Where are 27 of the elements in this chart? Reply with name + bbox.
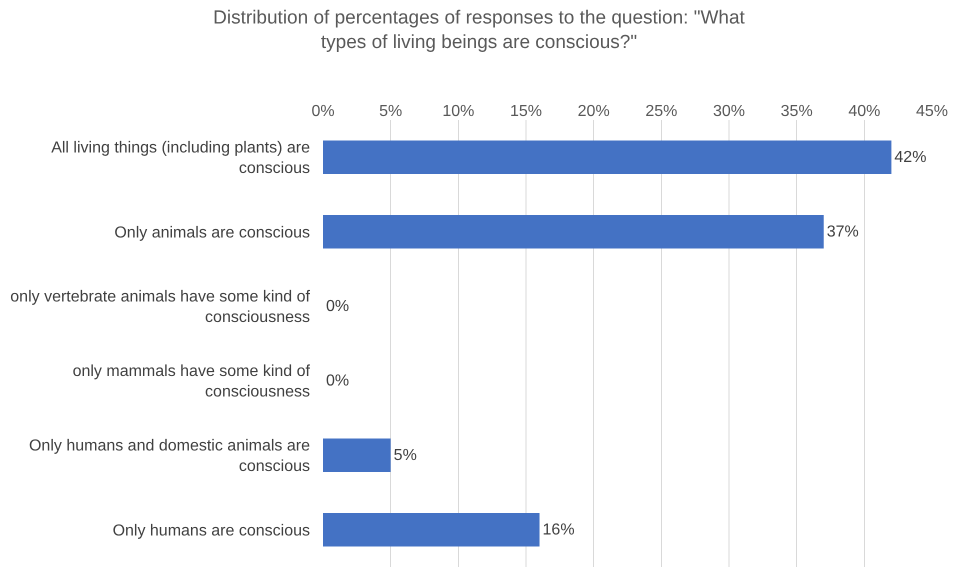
bar [323, 214, 824, 249]
bar [323, 140, 892, 174]
y-tick-label: Only animals are conscious [114, 224, 310, 242]
data-label: 0% [326, 298, 350, 315]
bar [323, 438, 391, 472]
y-tick-label: All living things (including plants) are conscious [51, 139, 310, 178]
data-label: 16% [542, 521, 575, 538]
x-tick-label: 20% [578, 102, 610, 120]
x-tick-label: 15% [510, 102, 542, 120]
x-tick-label: 5% [379, 102, 402, 120]
x-tick-label: 45% [916, 102, 948, 120]
x-tick-label: 0% [311, 102, 335, 120]
x-tick-label: 10% [442, 102, 474, 120]
y-tick-label: Only humans are conscious [112, 522, 310, 540]
y-tick-label: only mammals have some kind of consciousness [72, 362, 311, 401]
y-tick-label: Only humans and domestic animals are conscious [28, 437, 310, 476]
x-tick-label: 30% [712, 102, 746, 120]
data-label: 5% [394, 446, 417, 464]
x-tick-label: 40% [848, 102, 880, 120]
data-label: 0% [326, 372, 350, 390]
data-label: 42% [894, 148, 926, 166]
x-tick-label: 25% [645, 102, 678, 120]
bar [323, 512, 540, 547]
data-label: 37% [826, 223, 859, 240]
y-tick-label: only vertebrate animals have some kind of consciousness [10, 288, 311, 326]
chart-title: Distribution of percentages of responses to the question: "What types of living beings are conscious?" [213, 7, 746, 53]
x-tick-label: 35% [780, 102, 813, 120]
